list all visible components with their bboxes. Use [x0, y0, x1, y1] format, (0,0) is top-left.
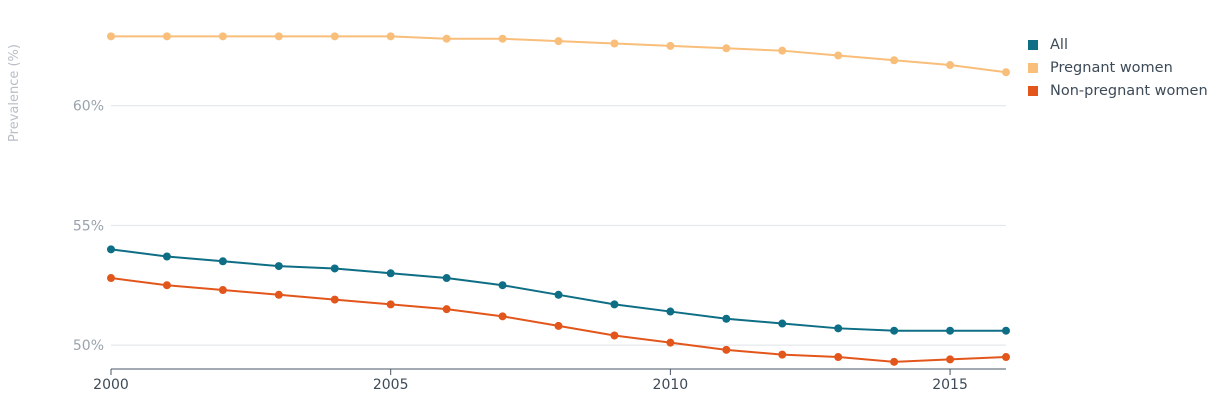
- data-point-pregnant-women[interactable]: [722, 44, 731, 53]
- data-point-all[interactable]: [890, 326, 899, 335]
- y-axis-ticks: 50% 55% 60%: [73, 99, 104, 354]
- y-axis-label: Prevalence (%): [7, 44, 22, 142]
- data-point-all[interactable]: [386, 269, 395, 278]
- y-tick-label: 50%: [73, 338, 104, 354]
- legend-swatch: [1028, 62, 1038, 73]
- legend-label: All: [1050, 36, 1068, 53]
- data-point-all[interactable]: [162, 252, 171, 261]
- data-point-non-pregnant-women[interactable]: [442, 305, 451, 314]
- data-point-non-pregnant-women[interactable]: [834, 353, 843, 362]
- data-point-all[interactable]: [610, 300, 619, 309]
- legend-item-non-pregnant-women[interactable]: Non-pregnant women: [1028, 79, 1208, 102]
- x-tick-label: 2005: [373, 377, 409, 393]
- data-point-all[interactable]: [666, 307, 675, 316]
- data-point-pregnant-women[interactable]: [1002, 68, 1010, 77]
- data-point-non-pregnant-women[interactable]: [330, 295, 339, 304]
- data-point-non-pregnant-women[interactable]: [162, 281, 171, 290]
- data-point-non-pregnant-women[interactable]: [1002, 353, 1010, 362]
- data-point-all[interactable]: [834, 324, 843, 333]
- legend-swatch: [1028, 39, 1038, 50]
- data-point-pregnant-women[interactable]: [386, 32, 395, 41]
- data-point-non-pregnant-women[interactable]: [554, 321, 563, 330]
- data-point-pregnant-women[interactable]: [442, 34, 451, 43]
- data-point-all[interactable]: [442, 274, 451, 283]
- legend-item-all[interactable]: All: [1028, 33, 1208, 56]
- data-point-all[interactable]: [274, 262, 283, 271]
- data-point-all[interactable]: [330, 264, 339, 273]
- data-point-non-pregnant-women[interactable]: [890, 357, 899, 366]
- data-point-pregnant-women[interactable]: [107, 32, 115, 41]
- legend-label: Non-pregnant women: [1050, 82, 1208, 99]
- data-point-all[interactable]: [498, 281, 507, 290]
- data-point-pregnant-women[interactable]: [498, 34, 507, 43]
- data-point-all[interactable]: [722, 314, 731, 323]
- data-point-non-pregnant-women[interactable]: [778, 350, 787, 359]
- data-point-pregnant-women[interactable]: [890, 56, 899, 65]
- data-point-pregnant-women[interactable]: [162, 32, 171, 41]
- data-point-non-pregnant-women[interactable]: [498, 312, 507, 321]
- x-tick-label: 2015: [932, 377, 968, 393]
- data-point-pregnant-women[interactable]: [218, 32, 227, 41]
- legend: All Pregnant women Non-pregnant women: [1028, 33, 1208, 102]
- data-point-pregnant-women[interactable]: [554, 37, 563, 46]
- data-point-pregnant-women[interactable]: [834, 51, 843, 60]
- data-point-all[interactable]: [554, 290, 563, 299]
- series-line-all: [110, 248, 1006, 332]
- data-point-all[interactable]: [946, 326, 955, 335]
- series-non-pregnant-women: [107, 274, 1010, 366]
- data-point-non-pregnant-women[interactable]: [218, 286, 227, 295]
- series-line-non-pregnant-women: [110, 277, 1007, 363]
- series-pregnant-women: [107, 32, 1010, 77]
- data-point-non-pregnant-women[interactable]: [610, 331, 619, 340]
- data-point-all[interactable]: [218, 257, 227, 266]
- data-point-non-pregnant-women[interactable]: [946, 355, 955, 364]
- data-point-all[interactable]: [778, 319, 787, 328]
- data-point-all[interactable]: [107, 245, 115, 254]
- y-tick-label: 55%: [73, 218, 104, 234]
- legend-label: Pregnant women: [1050, 59, 1173, 76]
- data-point-all[interactable]: [1002, 326, 1010, 335]
- series-group: [107, 32, 1010, 366]
- data-point-non-pregnant-women[interactable]: [274, 290, 283, 299]
- x-tick-label: 2010: [653, 377, 689, 393]
- data-point-pregnant-women[interactable]: [946, 61, 955, 70]
- data-point-non-pregnant-women[interactable]: [666, 338, 675, 347]
- x-tick-label: 2000: [93, 377, 129, 393]
- gridlines: [111, 105, 1006, 346]
- y-tick-label: 60%: [73, 99, 104, 115]
- data-point-non-pregnant-women[interactable]: [722, 345, 731, 354]
- legend-swatch: [1028, 85, 1038, 96]
- data-point-pregnant-women[interactable]: [610, 39, 619, 48]
- data-point-non-pregnant-women[interactable]: [386, 300, 395, 309]
- data-point-pregnant-women[interactable]: [778, 46, 787, 55]
- legend-item-pregnant-women[interactable]: Pregnant women: [1028, 56, 1208, 79]
- data-point-pregnant-women[interactable]: [274, 32, 283, 41]
- data-point-pregnant-women[interactable]: [666, 41, 675, 50]
- series-all: [107, 245, 1010, 335]
- x-axis-ticks: 2000 2005 2010 2015: [93, 369, 968, 393]
- data-point-non-pregnant-women[interactable]: [107, 274, 115, 283]
- data-point-pregnant-women[interactable]: [330, 32, 339, 41]
